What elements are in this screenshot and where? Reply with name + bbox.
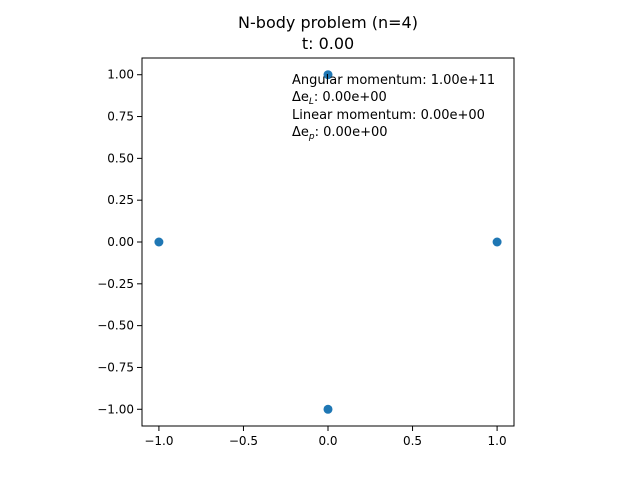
x-tick-label: −1.0 <box>144 434 173 448</box>
y-tick-label: 0.25 <box>107 193 134 207</box>
y-tick-label: 0.50 <box>107 151 134 165</box>
x-tick-label: 0.5 <box>403 434 422 448</box>
delta-eL-prefix: Δe <box>292 90 309 105</box>
delta-ep-label: Δep: 0.00e+00 <box>292 125 388 142</box>
body-point <box>323 404 333 414</box>
chart-title: N-body problem (n=4) <box>238 13 418 32</box>
delta-eL-label: ΔeL: 0.00e+00 <box>292 90 387 107</box>
y-tick-label: −0.75 <box>97 360 134 374</box>
y-tick-label: −1.00 <box>97 402 134 416</box>
plot-frame <box>141 57 515 427</box>
y-tick-label: −0.25 <box>97 277 134 291</box>
y-tick-label: 0.75 <box>107 110 134 124</box>
body-point <box>323 70 333 80</box>
delta-eL-subscript: L <box>309 97 314 107</box>
delta-eL-value: : 0.00e+00 <box>314 90 387 105</box>
annotation-block: Angular momentum: 1.00e+11 ΔeL: 0.00e+00… <box>292 73 495 142</box>
x-tick-label: 0.0 <box>318 434 337 448</box>
delta-ep-value: : 0.00e+00 <box>315 125 388 140</box>
y-tick-label: 0.00 <box>107 235 134 249</box>
y-tick-label: 1.00 <box>107 68 134 82</box>
angular-momentum-label: Angular momentum: 1.00e+11 <box>292 73 495 88</box>
x-tick-label: 1.0 <box>488 434 507 448</box>
body-point <box>492 237 502 247</box>
delta-ep-subscript: p <box>308 132 315 142</box>
axis-ticks: −1.0 −0.5 0.0 0.5 1.0 1.00 0.75 0.50 0.25 0.00 −0.… <box>97 68 506 448</box>
scatter-points <box>154 70 502 414</box>
y-tick-label: −0.50 <box>97 319 134 333</box>
linear-momentum-label: Linear momentum: 0.00e+00 <box>292 108 485 123</box>
delta-ep-prefix: Δe <box>292 125 309 140</box>
body-point <box>154 237 164 247</box>
chart-subtitle: t: 0.00 <box>302 34 354 53</box>
x-tick-label: −0.5 <box>229 434 258 448</box>
